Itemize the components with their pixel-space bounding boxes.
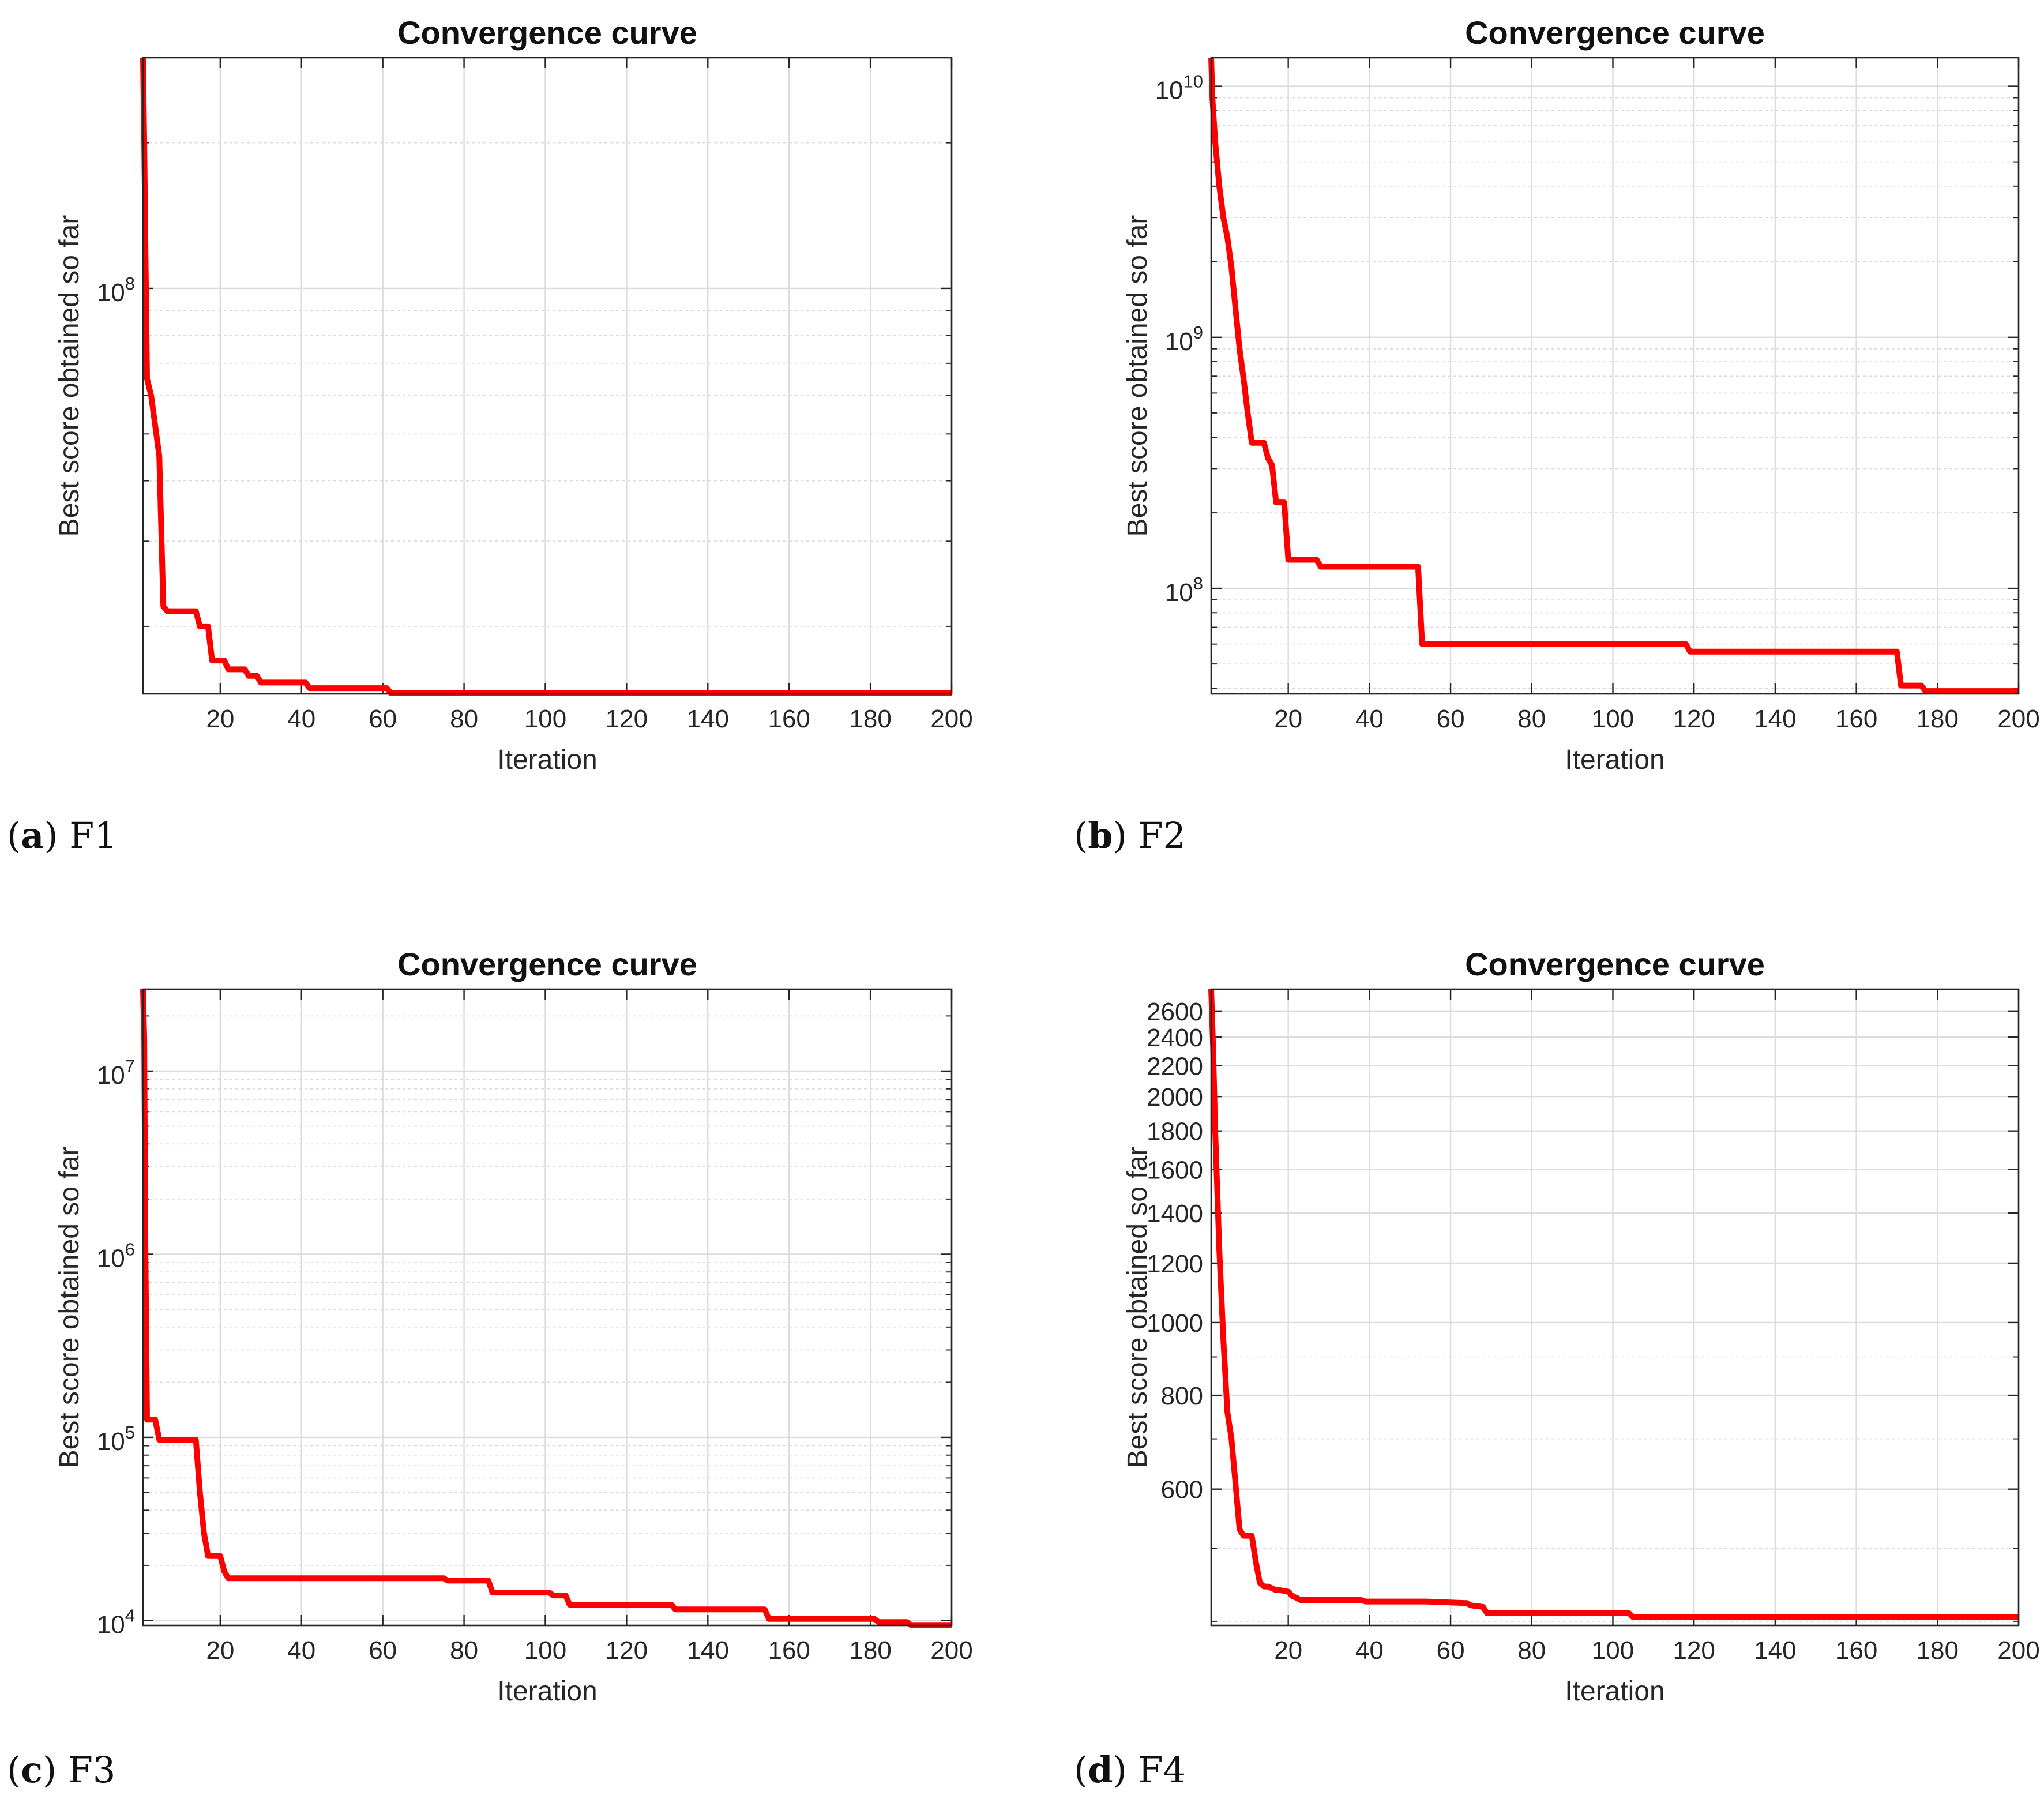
x-tick-label: 60 [1437,1636,1465,1665]
x-tick-label: 80 [1517,705,1546,733]
panel-label: b [1088,814,1113,857]
chart-panel-b: 108 109 1010 20 40 60 80 100 120 140 160 180 200 Conv… [1122,14,2040,775]
x-tick-label: 140 [1754,705,1796,733]
x-tick-label: 100 [1592,1636,1634,1665]
x-tick-label: 200 [930,705,972,733]
axes-frame [142,988,953,1627]
x-tick-label: 140 [687,705,729,733]
x-tick-label: 40 [287,705,315,733]
x-tick-label: 160 [1835,1636,1877,1665]
x-tick-label: 80 [1517,1636,1546,1665]
x-tick-label: 180 [1917,705,1959,733]
axes-frame [1210,988,2020,1627]
panel-caption-text: F1 [69,814,117,857]
chart-title: Convergence curve [1465,14,1765,51]
y-axis-label: Best score obtained so far [1122,215,1153,537]
y-tick-label: 107 [97,1056,135,1090]
y-tick-label: 105 [97,1422,135,1456]
y-tick-label: 108 [97,273,135,307]
x-tick-label: 20 [1274,1636,1302,1665]
panel-caption-text: F3 [67,1749,116,1791]
chart-panel-c: 104 105 106 107 20 40 60 80 100 120 140 160 180 200 Co… [54,946,973,1707]
x-tick-label: 60 [369,705,397,733]
y-tick-label: 800 [1161,1382,1203,1410]
x-tick-label: 120 [1673,705,1715,733]
x-tick-label: 100 [1592,705,1634,733]
y-tick-label: 1600 [1147,1156,1203,1184]
convergence-line [1208,989,2019,1620]
x-tick-label: 120 [606,1636,648,1665]
y-tick-label: 600 [1161,1476,1203,1504]
panel-label: d [1088,1749,1113,1791]
y-tick-label: 1000 [1147,1309,1203,1338]
y-tick-label: 2400 [1147,1024,1203,1052]
x-tick-label: 120 [1673,1636,1715,1665]
plot-area [143,989,952,1625]
x-tick-label: 120 [606,705,648,733]
x-tick-label: 20 [1274,705,1302,733]
chart-title: Convergence curve [1465,946,1765,982]
y-axis-label: Best score obtained so far [54,215,85,537]
x-tick-label: 160 [1835,705,1877,733]
x-tick-label: 80 [450,705,478,733]
y-axis-label: Best score obtained so far [54,1147,85,1469]
x-tick-label: 200 [1997,1636,2039,1665]
x-axis-label: Iteration [1565,745,1664,775]
panel-label: a [21,814,44,857]
y-tick-label: 1400 [1147,1200,1203,1228]
chart-title: Convergence curve [397,14,697,51]
x-tick-label: 160 [768,705,810,733]
y-tick-label: 108 [1165,573,1203,607]
panel-caption-a: (a) F1 [7,814,117,857]
y-tick-label: 109 [1165,322,1203,356]
x-axis-label: Iteration [1565,1676,1664,1707]
x-tick-label: 40 [1355,1636,1384,1665]
y-tick-label: 2000 [1147,1083,1203,1111]
x-tick-label: 20 [206,705,234,733]
convergence-line [140,989,952,1628]
panel-caption-d: (d) F4 [1074,1749,1186,1791]
x-axis-label: Iteration [497,745,597,775]
chart-panel-d: 600 800 1000 1200 1400 1600 1800 2000 2200240026… [1122,946,2040,1707]
y-tick-label: 106 [97,1239,135,1272]
plot-area [1211,989,2019,1625]
x-tick-label: 100 [524,705,566,733]
convergence-line [140,57,952,696]
chart-panel-a: 108 20 40 60 80 100 120 140 160 180 200 Convergence… [54,14,973,775]
y-tick-label: 1010 [1155,72,1203,105]
axes-frame [1210,57,2020,695]
x-tick-label: 100 [524,1636,566,1665]
y-tick-label: 2600 [1147,998,1203,1026]
x-tick-label: 80 [450,1636,478,1665]
x-tick-label: 40 [1355,705,1384,733]
x-tick-label: 200 [1997,705,2039,733]
axes-frame [142,57,953,695]
y-axis-label: Best score obtained so far [1122,1147,1153,1469]
panel-caption-b: (b) F2 [1074,814,1186,857]
y-tick-label: 104 [97,1605,135,1639]
x-tick-label: 180 [1917,1636,1959,1665]
x-tick-label: 140 [1754,1636,1796,1665]
x-tick-label: 200 [930,1636,972,1665]
chart-title: Convergence curve [397,946,697,982]
x-tick-label: 180 [849,1636,891,1665]
x-tick-label: 160 [768,1636,810,1665]
x-tick-label: 40 [287,1636,315,1665]
x-tick-label: 140 [687,1636,729,1665]
x-tick-label: 60 [369,1636,397,1665]
convergence-line [1208,57,2019,694]
y-tick-label: 1800 [1147,1118,1203,1146]
x-tick-label: 60 [1437,705,1465,733]
x-tick-label: 20 [206,1636,234,1665]
plot-area [143,58,952,694]
panel-caption-text: F2 [1138,814,1186,857]
x-tick-label: 180 [849,705,891,733]
panel-caption-c: (c) F3 [7,1749,116,1791]
x-axis-label: Iteration [497,1676,597,1707]
panel-caption-text: F4 [1138,1749,1186,1791]
y-tick-label: 1200 [1147,1250,1203,1278]
panel-label: c [21,1749,43,1791]
y-tick-label: 2200 [1147,1052,1203,1080]
